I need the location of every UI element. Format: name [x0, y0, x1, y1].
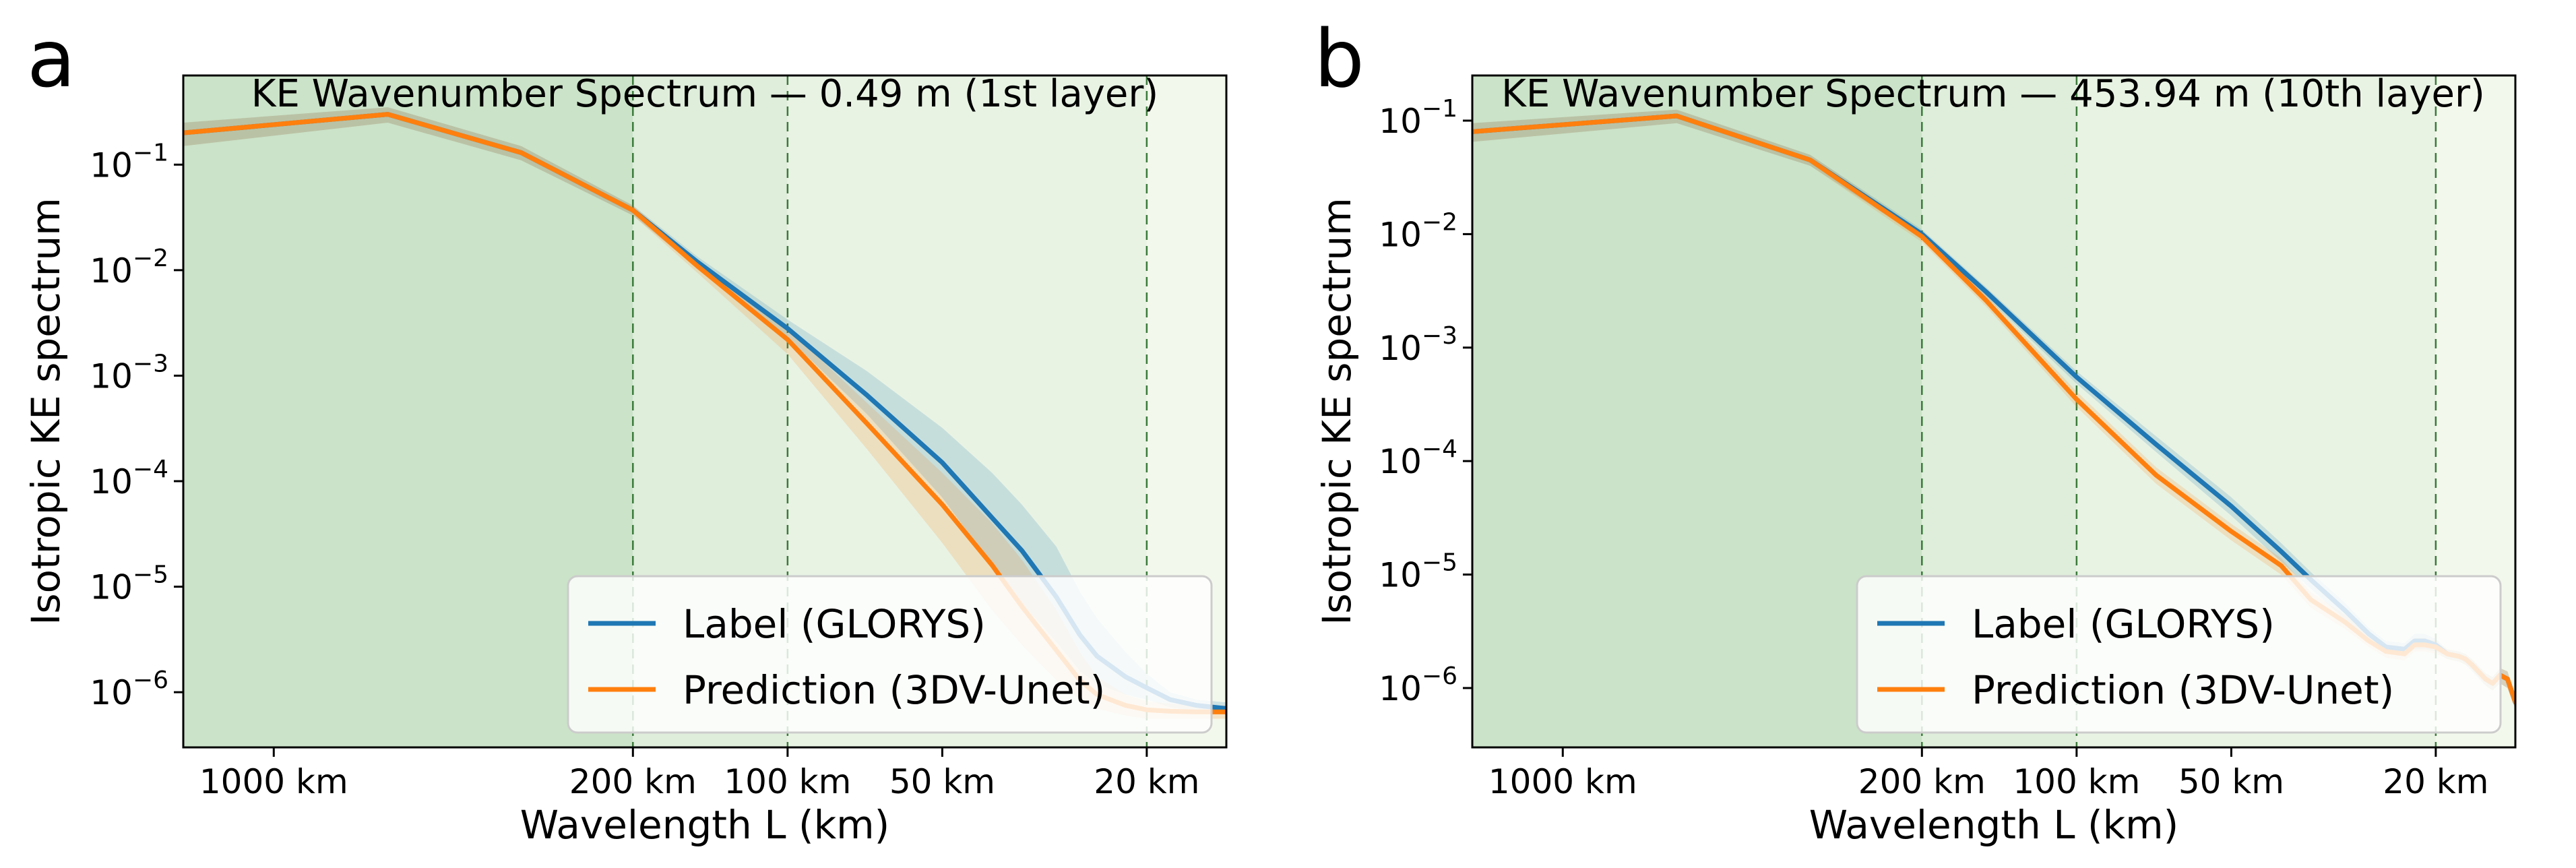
- y-tick-label: 10−6: [1379, 662, 1457, 708]
- chart-title: KE Wavenumber Spectrum — 0.49 m (1st lay…: [251, 72, 1159, 116]
- legend: Label (GLORYS) Prediction (3DV-Unet): [567, 575, 1213, 734]
- y-tick-base: 10: [1379, 102, 1422, 141]
- y-tick-base: 10: [1379, 329, 1422, 368]
- y-tick-base: 10: [90, 251, 133, 290]
- panel-letter: a: [27, 12, 75, 105]
- y-tick-label: 10−4: [1379, 435, 1457, 481]
- y-tick-label: 10−6: [90, 666, 168, 712]
- x-tick-label: 100 km: [2013, 762, 2140, 801]
- legend-label: Label (GLORYS): [1972, 601, 2275, 647]
- legend-box: [1856, 575, 2502, 734]
- y-tick-base: 10: [90, 673, 133, 712]
- chart-title: KE Wavenumber Spectrum — 453.94 m (10th …: [1501, 72, 2485, 116]
- x-tick-label: 20 km: [2383, 762, 2488, 801]
- x-tick-label: 50 km: [889, 762, 995, 801]
- y-tick-exponent: −3: [133, 350, 168, 377]
- y-tick-exponent: −5: [133, 561, 168, 589]
- y-tick-exponent: −3: [1422, 322, 1457, 350]
- y-tick-exponent: −4: [1422, 435, 1457, 463]
- y-tick-exponent: −5: [1422, 549, 1457, 577]
- x-tick-label: 200 km: [1858, 762, 1986, 801]
- y-tick-label: 10−4: [90, 456, 168, 501]
- y-axis-label: Isotropic KE spectrum: [23, 197, 69, 625]
- y-tick-base: 10: [90, 462, 133, 501]
- shaded-region: [183, 75, 633, 747]
- legend-label: Prediction (3DV-Unet): [683, 667, 1105, 713]
- x-axis-label: Wavelength L (km): [520, 802, 890, 848]
- y-tick-exponent: −6: [133, 666, 168, 694]
- y-tick-base: 10: [1379, 556, 1422, 595]
- y-tick-label: 10−2: [90, 245, 168, 290]
- y-tick-exponent: −6: [1422, 662, 1457, 690]
- y-tick-exponent: −1: [1422, 95, 1457, 123]
- y-tick-label: 10−2: [1379, 208, 1457, 254]
- uncertainty-band: [183, 107, 1226, 719]
- y-axis-label: Isotropic KE spectrum: [1314, 197, 1360, 625]
- x-tick-label: 20 km: [1094, 762, 1199, 801]
- legend-label: Prediction (3DV-Unet): [1972, 667, 2394, 713]
- x-tick-label: 100 km: [724, 762, 851, 801]
- y-tick-base: 10: [90, 568, 133, 607]
- y-tick-label: 10−1: [90, 139, 168, 185]
- y-tick-label: 10−1: [1379, 95, 1457, 141]
- plot-frame: [182, 74, 1228, 749]
- plot-frame: [1471, 74, 2517, 749]
- y-tick-exponent: −2: [133, 245, 168, 272]
- y-tick-base: 10: [1379, 669, 1422, 708]
- y-tick-exponent: −1: [133, 139, 168, 166]
- y-tick-label: 10−5: [90, 561, 168, 607]
- y-tick-base: 10: [1379, 215, 1422, 254]
- y-tick-exponent: −4: [133, 456, 168, 483]
- y-tick-exponent: −2: [1422, 208, 1457, 236]
- y-tick-label: 10−3: [1379, 322, 1457, 368]
- y-tick-base: 10: [90, 146, 133, 185]
- x-axis-label: Wavelength L (km): [1809, 802, 2179, 848]
- x-tick-label: 1000 km: [1488, 762, 1637, 801]
- x-tick-label: 200 km: [569, 762, 697, 801]
- y-tick-base: 10: [90, 356, 133, 396]
- panel-letter: b: [1314, 12, 1364, 105]
- legend: Label (GLORYS) Prediction (3DV-Unet): [1856, 575, 2502, 734]
- x-tick-label: 1000 km: [199, 762, 348, 801]
- shaded-region: [1472, 75, 1922, 747]
- legend-label: Label (GLORYS): [683, 601, 986, 647]
- x-tick-label: 50 km: [2178, 762, 2284, 801]
- y-tick-base: 10: [1379, 442, 1422, 481]
- legend-box: [567, 575, 1213, 734]
- y-tick-label: 10−3: [90, 350, 168, 396]
- y-tick-label: 10−5: [1379, 549, 1457, 595]
